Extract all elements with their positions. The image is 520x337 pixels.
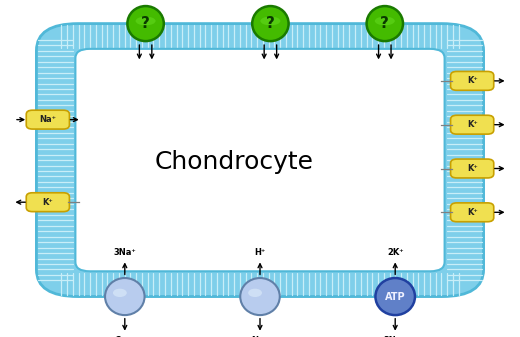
Ellipse shape [113, 289, 127, 297]
Ellipse shape [105, 278, 145, 315]
FancyBboxPatch shape [75, 49, 445, 271]
Ellipse shape [127, 6, 164, 41]
Ellipse shape [136, 17, 155, 25]
Ellipse shape [252, 6, 289, 41]
Text: K⁺: K⁺ [43, 198, 53, 207]
FancyBboxPatch shape [451, 159, 494, 178]
FancyBboxPatch shape [36, 24, 484, 297]
Text: 3Na⁺: 3Na⁺ [113, 248, 136, 257]
Text: Na⁺: Na⁺ [40, 115, 56, 124]
Text: 2K⁺: 2K⁺ [387, 248, 404, 257]
FancyBboxPatch shape [26, 193, 70, 212]
Ellipse shape [375, 17, 395, 25]
FancyBboxPatch shape [26, 110, 70, 129]
Ellipse shape [261, 17, 280, 25]
FancyBboxPatch shape [451, 71, 494, 90]
Text: ?: ? [380, 16, 389, 31]
Text: K⁺: K⁺ [467, 164, 477, 173]
Text: K⁺: K⁺ [467, 76, 477, 85]
Ellipse shape [375, 278, 415, 315]
Text: 3Na⁺: 3Na⁺ [384, 336, 407, 337]
Text: K⁺: K⁺ [467, 120, 477, 129]
FancyBboxPatch shape [451, 203, 494, 222]
Ellipse shape [240, 278, 280, 315]
Text: K⁺: K⁺ [467, 208, 477, 217]
Ellipse shape [367, 6, 403, 41]
Text: ?: ? [266, 16, 275, 31]
Text: Chondrocyte: Chondrocyte [154, 150, 314, 174]
Text: H⁺: H⁺ [254, 248, 266, 257]
Text: Ca²⁺: Ca²⁺ [115, 336, 135, 337]
Text: Na⁺: Na⁺ [252, 336, 268, 337]
Ellipse shape [248, 289, 262, 297]
FancyBboxPatch shape [451, 115, 494, 134]
Text: ATP: ATP [385, 292, 406, 302]
Text: ?: ? [141, 16, 150, 31]
